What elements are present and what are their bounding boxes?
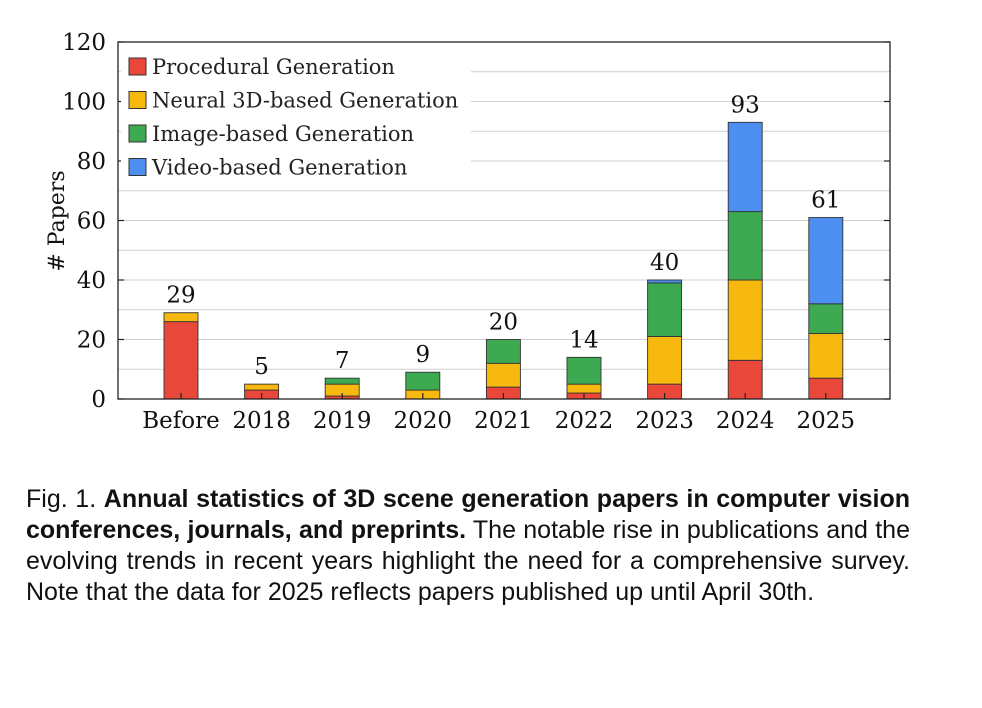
bar-segment <box>647 279 683 284</box>
bar-segment <box>808 333 844 379</box>
y-tick-label: 60 <box>77 209 106 235</box>
bar-segment <box>727 121 763 213</box>
bar-total-label: 93 <box>731 92 760 118</box>
bar-segment <box>485 339 521 364</box>
bar-total-label: 61 <box>811 188 840 214</box>
x-tick-label: 2023 <box>635 408 694 434</box>
legend-label: Neural 3D-based Generation <box>152 89 458 113</box>
x-tick-label: 2021 <box>474 408 533 434</box>
bar-segment <box>485 362 521 388</box>
bar-total-label: 29 <box>166 283 195 309</box>
y-axis-ticks: 0 20 40 60 80 100 120 <box>62 30 890 413</box>
bar-total-label: 5 <box>254 354 269 380</box>
legend-label: Video-based Generation <box>151 156 407 180</box>
caption-prefix: Fig. 1. <box>26 485 104 513</box>
legend-swatch <box>128 158 147 176</box>
y-tick-label: 40 <box>77 268 106 294</box>
y-tick-label: 20 <box>77 328 106 354</box>
x-tick-label: Before <box>142 408 219 434</box>
x-tick-label: 2025 <box>797 408 856 434</box>
bar-segment <box>163 312 199 323</box>
legend-swatch <box>128 91 147 109</box>
legend-label: Image-based Generation <box>152 122 414 146</box>
legend: Procedural Generation Neural 3D-based Gen… <box>121 49 471 189</box>
bar-segment <box>566 383 602 394</box>
bar-segment <box>647 282 683 337</box>
legend-box <box>121 49 471 189</box>
figure-caption: Fig. 1. Annual statistics of 3D scene ge… <box>26 484 910 608</box>
legend-swatch <box>128 57 147 76</box>
bar-total-label: 14 <box>569 327 598 353</box>
x-tick-label: 2020 <box>394 408 453 434</box>
legend-label: Procedural Generation <box>152 55 395 79</box>
y-tick-label: 80 <box>77 149 106 175</box>
bar-segment <box>244 383 280 391</box>
bar-total-label: 7 <box>335 348 350 374</box>
bar-segment <box>727 211 763 281</box>
bar-total-label: 20 <box>489 310 518 336</box>
bar-total-label: 40 <box>650 250 679 276</box>
bar-segment <box>405 371 441 391</box>
x-tick-label: 2018 <box>232 408 291 434</box>
stacked-bar-chart: 29 5 7 9 20 14 40 93 61 0 20 40 60 80 100 120 Before 20… <box>45 30 891 434</box>
x-tick-label: 2024 <box>716 408 775 434</box>
bar-segment <box>566 356 602 385</box>
bar-segment <box>647 336 683 385</box>
bar-segment <box>727 279 763 361</box>
bar-total-label: 9 <box>415 342 430 368</box>
bar-segment <box>808 217 844 305</box>
y-axis-label: # Papers <box>45 170 70 271</box>
y-tick-label: 120 <box>62 30 106 56</box>
bar-segment <box>808 303 844 334</box>
plot-frame <box>117 41 891 400</box>
total-labels: 29 5 7 9 20 14 40 93 61 <box>166 92 840 380</box>
caption-bold-title: Annual statistics of 3D scene generation… <box>26 485 910 544</box>
bar-segment <box>324 377 360 385</box>
x-tick-label: 2022 <box>555 408 614 434</box>
bar-segment <box>727 359 763 400</box>
x-axis-ticks: Before 2018 2019 2020 2021 2022 2023 2024 2025 <box>142 393 855 434</box>
legend-swatch <box>128 124 147 143</box>
x-tick-label: 2019 <box>313 408 372 434</box>
caption-body: The notable rise in publications and the… <box>26 516 910 606</box>
y-tick-label: 0 <box>91 387 106 413</box>
y-tick-label: 100 <box>62 90 106 116</box>
bar-segment <box>163 321 199 400</box>
